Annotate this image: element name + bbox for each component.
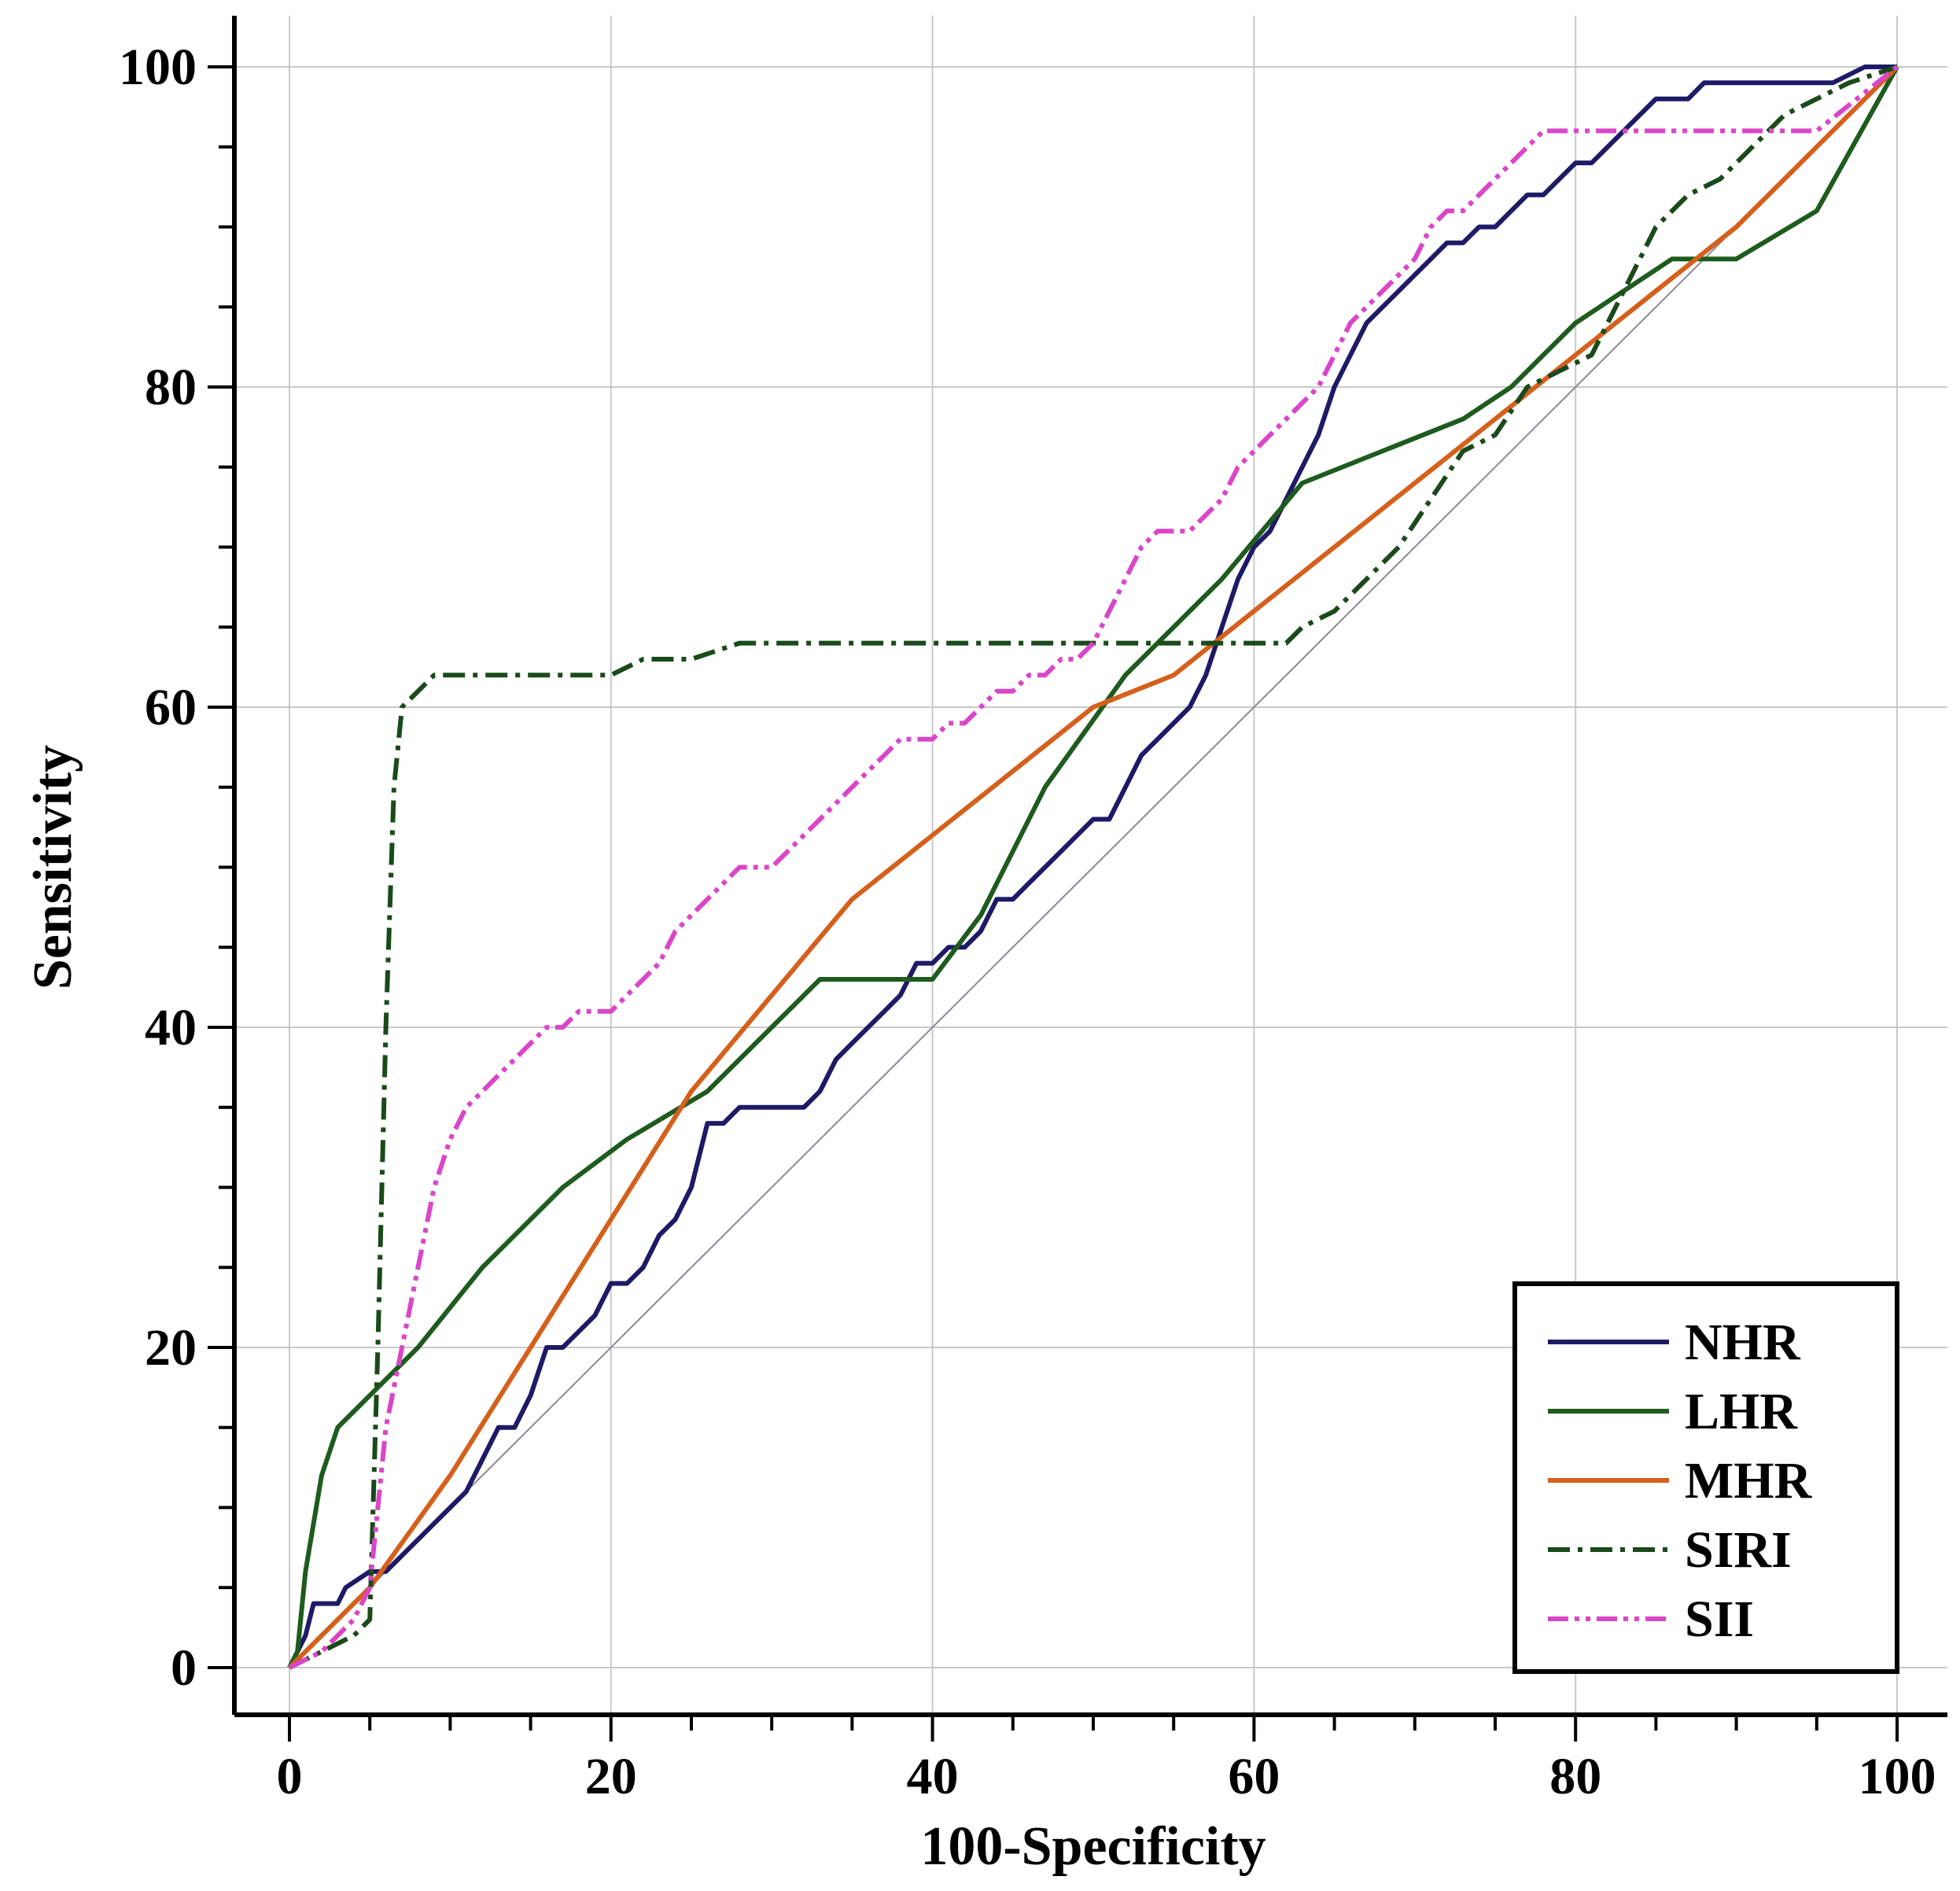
reference-line xyxy=(289,66,1898,1668)
series-line-sii xyxy=(288,65,1899,1670)
legend-label-siri: SIRI xyxy=(1685,1521,1792,1579)
y-tick-label: 40 xyxy=(145,999,197,1056)
x-tick-label: 0 xyxy=(277,1748,303,1805)
legend-label-nhr: NHR xyxy=(1685,1314,1801,1371)
x-tick-label: 100 xyxy=(1859,1748,1936,1805)
x-tick-label: 20 xyxy=(585,1748,637,1805)
grid xyxy=(234,16,1947,1715)
y-axis-title: Sensitivity xyxy=(23,745,83,990)
legend-box xyxy=(1512,1281,1899,1674)
y-tick-label: 100 xyxy=(119,39,197,96)
x-tick-label: 80 xyxy=(1549,1748,1601,1805)
x-axis-title: 100-Specificity xyxy=(920,1816,1266,1877)
x-tick-label: 60 xyxy=(1228,1748,1280,1805)
x-tick-label: 40 xyxy=(907,1748,959,1805)
axes xyxy=(232,16,1947,1717)
y-tick-label: 60 xyxy=(145,679,197,736)
series-line-siri xyxy=(288,65,1898,1670)
series-line-nhr xyxy=(287,65,1897,1669)
x-axis-ticks: 0 20 40 60 80 100 xyxy=(277,1715,1936,1805)
legend-label-lhr: LHR xyxy=(1685,1383,1798,1440)
series-line-mhr xyxy=(287,65,1899,1670)
legend-label-sii: SII xyxy=(1685,1591,1754,1648)
legend: NHR LHR MHR SIRI SII xyxy=(1512,1281,1899,1674)
series-lines xyxy=(287,65,1899,1670)
legend-label-mhr: MHR xyxy=(1685,1452,1813,1509)
y-axis-ticks: 0 20 40 60 80 100 xyxy=(119,39,234,1697)
series-line-lhr xyxy=(287,65,1899,1669)
diagonal-reference-line xyxy=(289,66,1898,1668)
y-tick-label: 20 xyxy=(145,1319,197,1377)
y-tick-label: 80 xyxy=(145,359,197,416)
y-tick-label: 0 xyxy=(171,1639,197,1697)
